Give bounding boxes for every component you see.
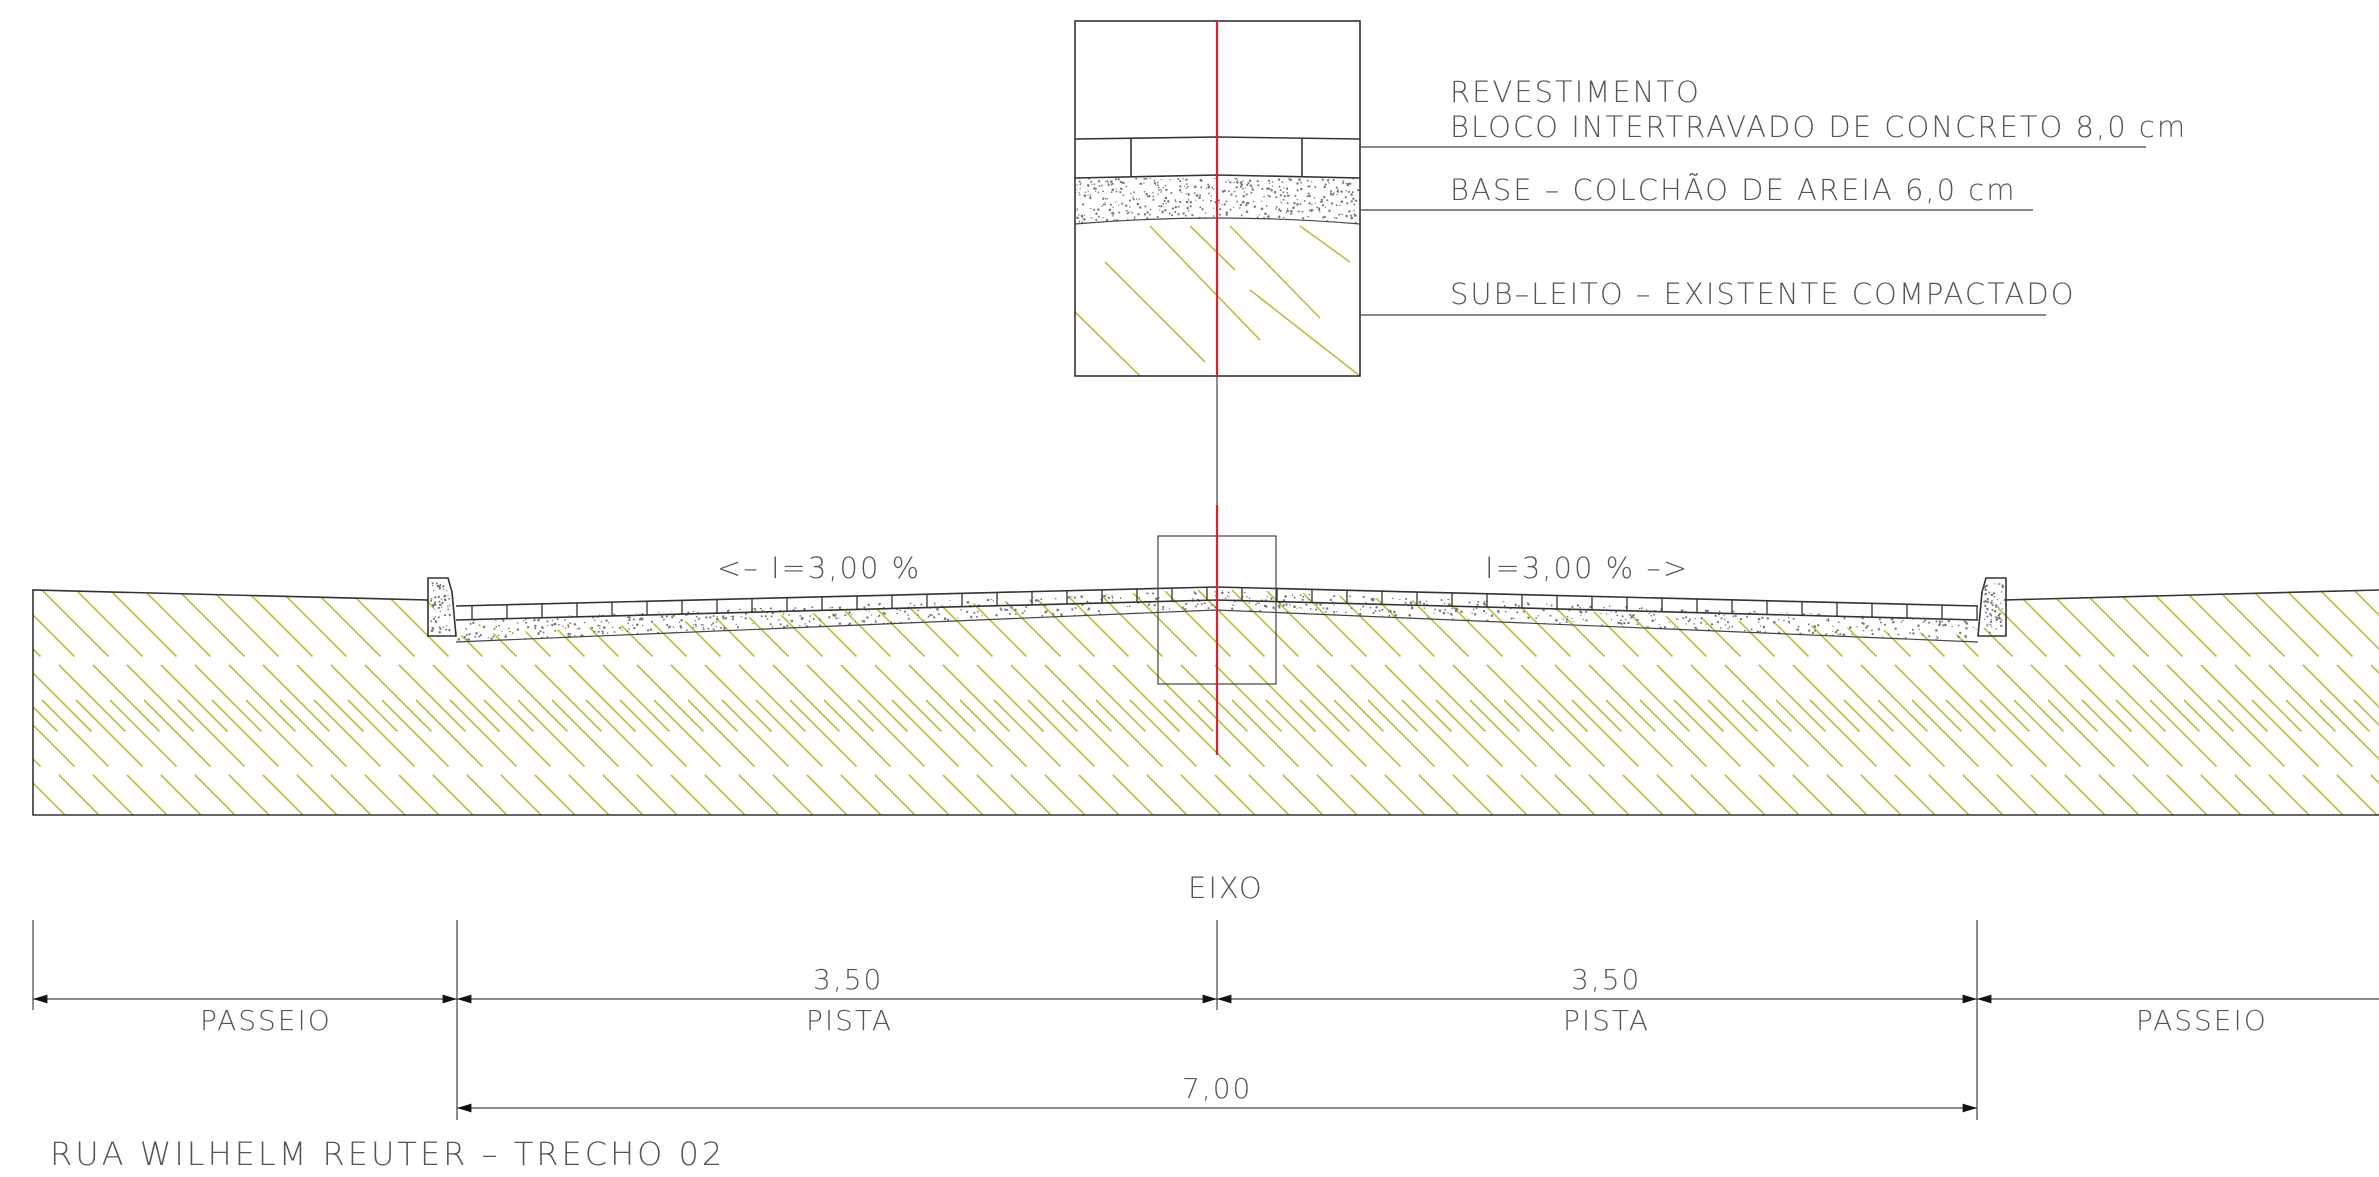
left-curb: [427, 577, 457, 637]
label-revestimento: REVESTIMENTO: [1450, 75, 1701, 109]
dimension-lines: PASSEIO 3,50 PISTA 3,50 PISTA PASSEIO 7,…: [32, 920, 2379, 1120]
ground-outline: [32, 589, 2379, 816]
road-cross-section: <– I=3,00 % I=3,00 % –> EIXO: [32, 505, 2379, 905]
slope-left-label: <– I=3,00 %: [717, 551, 921, 585]
pista-left-label: PISTA: [806, 1004, 893, 1037]
axis-label-eixo: EIXO: [1188, 871, 1264, 905]
ground-hatch: [33, 589, 2379, 815]
pista-right-value: 3,50: [1571, 963, 1641, 996]
passeio-left-label: PASSEIO: [200, 1004, 332, 1037]
detail-subgrade-hatch: [1075, 225, 1360, 376]
pista-left-value: 3,50: [813, 963, 883, 996]
label-sub-leito: SUB–LEITO – EXISTENTE COMPACTADO: [1450, 277, 2076, 311]
label-base-colchao-areia: BASE – COLCHÃO DE AREIA 6,0 cm: [1450, 173, 2016, 207]
right-curb: [1977, 577, 2007, 637]
label-bloco-intertravado: BLOCO INTERTRAVADO DE CONCRETO 8,0 cm: [1450, 110, 2187, 144]
total-width-value: 7,00: [1182, 1072, 1252, 1105]
drawing-title: RUA WILHELM REUTER – TRECHO 02: [50, 1135, 725, 1173]
passeio-right-label: PASSEIO: [2136, 1004, 2268, 1037]
pista-right-label: PISTA: [1563, 1004, 1650, 1037]
pavement-block-joints: [471, 587, 1978, 620]
pavement-detail: REVESTIMENTO BLOCO INTERTRAVADO DE CONCR…: [1074, 20, 2187, 505]
slope-right-label: I=3,00 % –>: [1485, 551, 1689, 585]
